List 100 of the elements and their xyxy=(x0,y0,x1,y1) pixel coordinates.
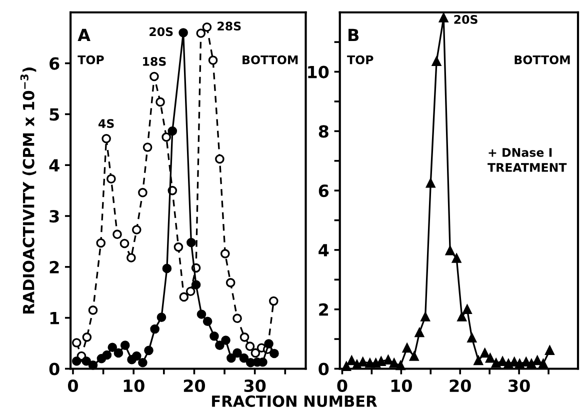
point xyxy=(420,312,430,322)
point xyxy=(532,356,542,366)
point xyxy=(491,358,501,368)
y-tick-label: 4 xyxy=(49,159,60,172)
point xyxy=(347,356,356,366)
y-tick-label: 2 xyxy=(319,303,328,316)
point xyxy=(106,174,116,184)
point xyxy=(162,132,171,142)
point xyxy=(82,356,91,366)
x-tick-label: 30 xyxy=(508,379,530,392)
annotation: A xyxy=(78,28,90,42)
point xyxy=(258,357,268,367)
y-tick-label: 2 xyxy=(50,260,59,274)
point xyxy=(486,353,495,363)
x-axis-title: FRACTION NUMBER xyxy=(212,395,378,407)
point xyxy=(402,343,412,353)
point xyxy=(202,316,212,326)
x-tick-label: 10 xyxy=(124,379,144,392)
y-tick-label: 6 xyxy=(318,184,329,198)
point xyxy=(389,358,399,368)
point xyxy=(138,188,148,198)
y-tick-label: 0 xyxy=(318,362,329,376)
annotation: 4S xyxy=(98,119,114,128)
point xyxy=(240,332,250,342)
point xyxy=(82,332,92,342)
point xyxy=(126,253,136,262)
point xyxy=(426,178,436,188)
y-tick-label: 8 xyxy=(318,125,328,138)
point xyxy=(186,286,196,296)
y-axis-title: RADIOACTIVITY (CPM x 10$^{−3}$) xyxy=(20,68,36,314)
point xyxy=(432,56,442,66)
point xyxy=(457,312,467,322)
point xyxy=(114,348,124,358)
y-tick-label: 1 xyxy=(50,312,59,324)
point xyxy=(250,348,260,358)
point xyxy=(232,348,242,358)
point xyxy=(445,246,455,256)
point xyxy=(221,336,230,345)
x-tick-label: 10 xyxy=(391,379,412,392)
point xyxy=(545,346,554,355)
annotation: B xyxy=(348,28,359,42)
point xyxy=(196,310,206,319)
point xyxy=(150,324,160,334)
point xyxy=(220,249,230,258)
point xyxy=(480,348,490,358)
point xyxy=(208,56,218,65)
point xyxy=(226,278,236,288)
point xyxy=(538,359,548,368)
point xyxy=(202,22,212,32)
point xyxy=(132,351,142,361)
point xyxy=(270,348,279,358)
point xyxy=(268,296,278,306)
point xyxy=(409,352,419,361)
x-tick-label: 30 xyxy=(244,379,266,392)
point xyxy=(138,358,148,368)
point xyxy=(120,340,130,350)
point xyxy=(132,225,142,234)
point xyxy=(196,28,206,38)
point xyxy=(179,292,189,302)
x-tick-label: 20 xyxy=(450,379,471,392)
point xyxy=(438,13,448,22)
point xyxy=(174,242,184,252)
y-tick-label: 0 xyxy=(49,362,60,376)
point xyxy=(142,142,152,152)
point xyxy=(358,357,368,367)
x-tick-label: 0 xyxy=(68,379,78,392)
point xyxy=(102,134,111,144)
point xyxy=(226,353,236,363)
point xyxy=(186,238,196,248)
point xyxy=(467,333,477,343)
x-tick-label: 20 xyxy=(184,379,206,392)
annotation: TOP xyxy=(78,55,104,64)
point xyxy=(414,328,424,338)
y-tick-label: 5 xyxy=(50,108,59,121)
point xyxy=(245,342,255,351)
point xyxy=(210,332,219,341)
point xyxy=(264,339,274,348)
point xyxy=(191,280,201,290)
y-tick-label: 4 xyxy=(318,244,329,256)
point xyxy=(156,97,165,107)
point xyxy=(72,356,82,366)
y-tick-label: 3 xyxy=(50,210,59,223)
point xyxy=(168,126,178,136)
point xyxy=(232,314,242,323)
point xyxy=(162,264,172,274)
point xyxy=(452,254,462,263)
annotation: TOP xyxy=(347,55,374,64)
annotation: 28S xyxy=(218,22,241,31)
point xyxy=(120,238,130,248)
annotation: 20S xyxy=(150,27,173,36)
point xyxy=(156,312,166,322)
y-tick-label: 6 xyxy=(50,57,60,70)
point xyxy=(72,338,82,348)
point xyxy=(102,350,112,360)
point xyxy=(462,304,472,314)
annotation: 18S xyxy=(143,56,166,66)
point xyxy=(144,346,154,356)
annotation: BOTTOM xyxy=(242,55,298,64)
point xyxy=(108,342,118,352)
point xyxy=(112,230,122,239)
